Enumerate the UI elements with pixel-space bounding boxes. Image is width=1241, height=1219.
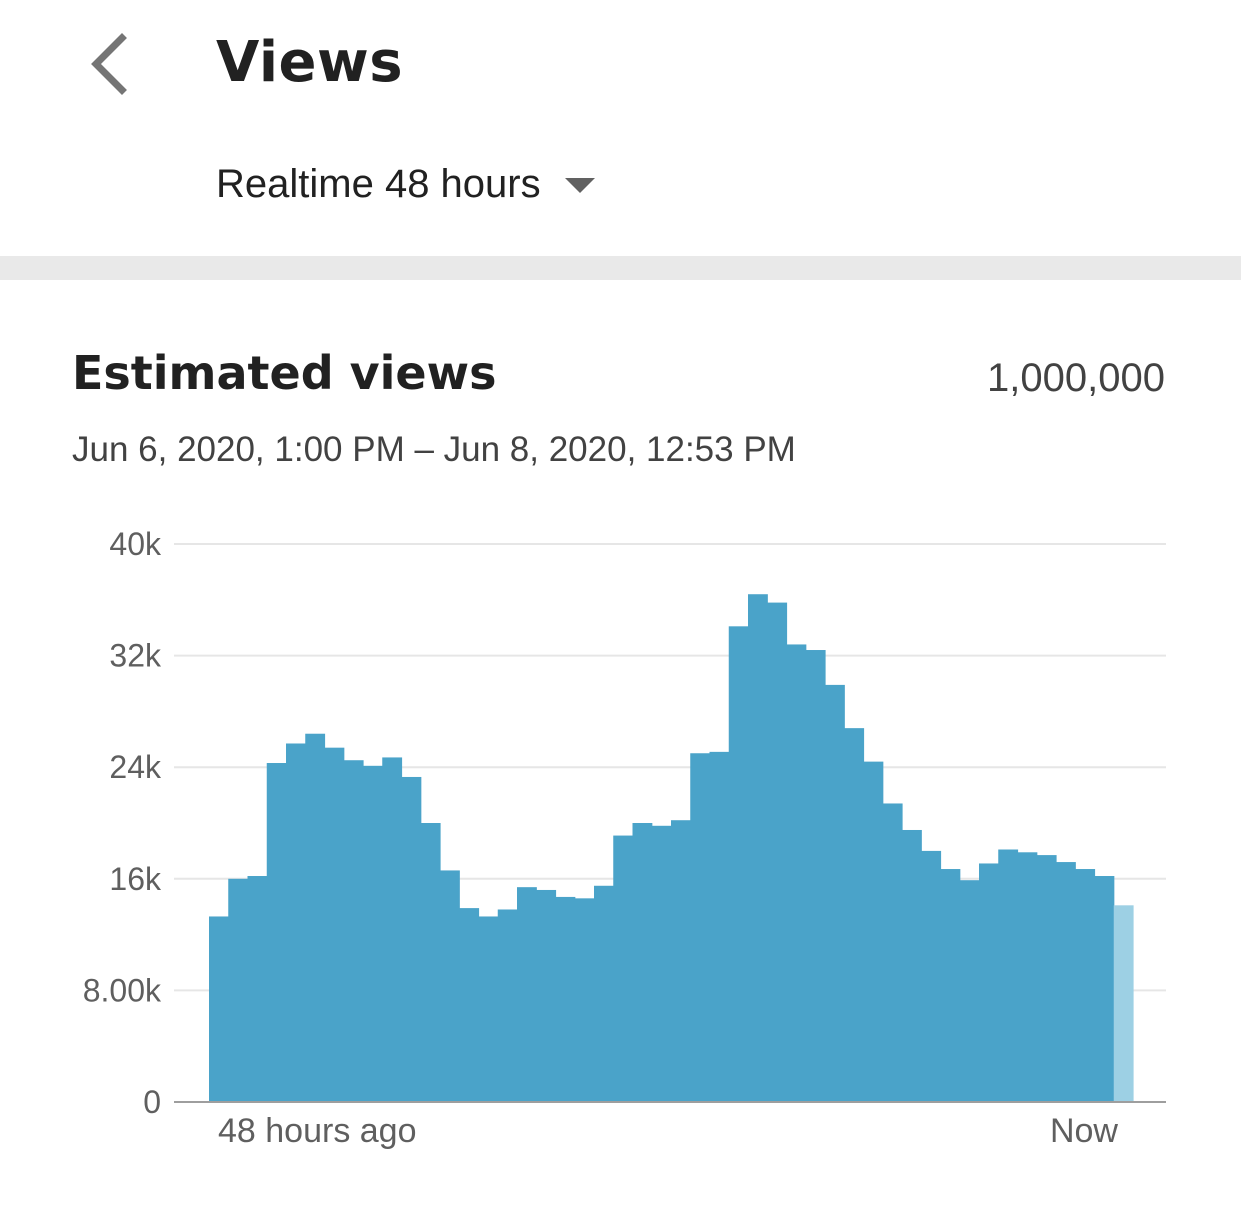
bar	[305, 733, 326, 1102]
bar	[497, 909, 518, 1102]
bar	[1036, 855, 1057, 1102]
bar	[690, 753, 711, 1102]
y-tick-label: 40k	[109, 526, 162, 562]
range-dropdown[interactable]: Realtime 48 hours	[216, 158, 595, 210]
bar	[478, 916, 499, 1102]
y-tick-labels: 0 8.00k 16k 24k 32k 40k	[83, 526, 162, 1120]
bar	[555, 896, 576, 1102]
bar	[844, 728, 865, 1102]
y-tick-label: 24k	[109, 749, 162, 785]
date-range: Jun 6, 2020, 1:00 PM – Jun 8, 2020, 12:5…	[72, 430, 796, 469]
bar	[632, 823, 653, 1102]
bar	[401, 776, 422, 1102]
bar	[382, 757, 403, 1102]
y-tick-label: 0	[143, 1084, 161, 1120]
bar	[613, 835, 634, 1102]
bar	[1056, 862, 1076, 1102]
bar	[343, 760, 364, 1102]
y-tick-label: 16k	[109, 861, 162, 897]
x-start-label: 48 hours ago	[218, 1112, 417, 1150]
bar	[517, 887, 537, 1102]
chevron-left-icon	[91, 33, 127, 95]
bar	[1017, 852, 1038, 1102]
metric-title: Estimated views	[72, 346, 497, 400]
bar	[902, 829, 922, 1102]
bar	[363, 765, 383, 1102]
bar	[420, 823, 441, 1102]
bar	[324, 747, 345, 1102]
bar	[209, 916, 229, 1102]
bar	[863, 761, 884, 1102]
bar	[709, 751, 730, 1102]
bar	[748, 594, 768, 1102]
x-end-label: Now	[1050, 1112, 1118, 1150]
bar-current-hour	[1113, 905, 1134, 1102]
bar	[671, 820, 691, 1102]
bars	[209, 594, 1134, 1102]
bar	[786, 644, 807, 1102]
bar	[594, 885, 614, 1102]
section-divider	[0, 256, 1241, 280]
bar	[979, 863, 999, 1102]
metric-total: 1,000,000	[987, 356, 1165, 400]
bar	[728, 626, 749, 1102]
back-button[interactable]	[72, 28, 144, 100]
bar	[440, 870, 460, 1102]
bar	[286, 743, 306, 1102]
y-tick-label: 8.00k	[83, 972, 162, 1008]
bar	[228, 878, 249, 1102]
bar	[247, 876, 268, 1102]
bar	[767, 602, 788, 1102]
range-dropdown-label: Realtime 48 hours	[216, 161, 541, 206]
bar	[1094, 876, 1115, 1102]
bar	[574, 898, 595, 1102]
views-card: Estimated views 1,000,000 Jun 6, 2020, 1…	[0, 280, 1241, 1219]
bar	[921, 850, 942, 1102]
bar	[940, 869, 961, 1102]
bar	[1075, 869, 1096, 1102]
y-tick-label: 32k	[109, 638, 162, 674]
views-bar-chart: 0 8.00k 16k 24k 32k 40k 48 hours ago Now	[83, 526, 1166, 1150]
page-title: Views	[216, 30, 404, 95]
dropdown-arrow-icon	[564, 178, 595, 193]
bar	[959, 880, 980, 1102]
bar	[998, 849, 1019, 1102]
header: Views Realtime 48 hours	[0, 0, 1241, 256]
bar	[825, 684, 845, 1102]
bar	[805, 650, 826, 1102]
bar	[651, 825, 672, 1102]
bar	[266, 763, 287, 1102]
bar	[882, 803, 903, 1102]
bar	[459, 908, 480, 1102]
bar	[536, 889, 557, 1102]
